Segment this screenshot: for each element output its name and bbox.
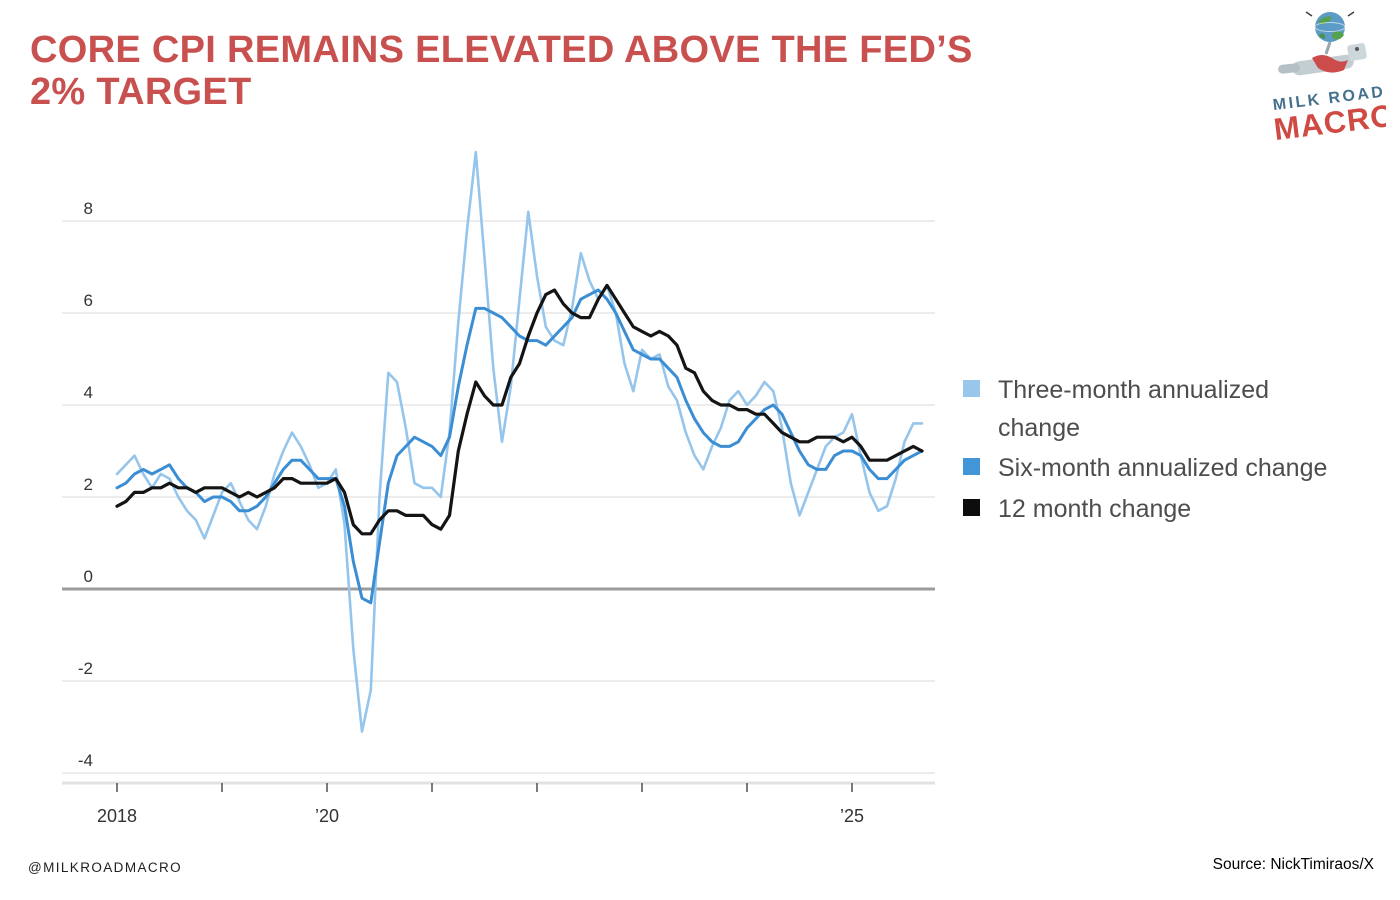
social-handle: @MILKROADMACRO	[28, 860, 183, 875]
chart-legend: Three-month annualized change Six-month …	[960, 372, 1360, 531]
legend-item-three-month: Three-month annualized change	[960, 372, 1360, 447]
legend-label: 12 month change	[998, 494, 1192, 523]
svg-text:8: 8	[84, 199, 93, 218]
page-title-line-2: 2% TARGET	[30, 70, 252, 113]
svg-text:4: 4	[84, 383, 93, 402]
svg-text:’25: ’25	[840, 806, 864, 826]
twelve-month-swatch-icon	[963, 498, 980, 516]
page-title: CORE CPI REMAINS ELEVATED ABOVE THE FED’…	[30, 29, 1010, 114]
legend-label: Six-month annualized change	[998, 454, 1328, 482]
three-month-swatch-icon	[963, 380, 980, 397]
legend-label: Three-month annualized change	[998, 376, 1269, 442]
svg-text:6: 6	[84, 291, 93, 310]
page-title-line-1: CORE CPI REMAINS ELEVATED ABOVE THE FED’…	[30, 29, 973, 71]
legend-item-twelve-month: 12 month change	[960, 491, 1360, 529]
source-attribution: Source: NickTimiraos/X	[1212, 856, 1374, 873]
svg-text:0: 0	[84, 567, 93, 586]
svg-text:-4: -4	[78, 751, 93, 770]
svg-text:2: 2	[84, 475, 93, 494]
legend-item-six-month: Six-month annualized change	[960, 450, 1360, 488]
svg-text:’20: ’20	[315, 806, 339, 826]
svg-text:-2: -2	[78, 659, 93, 678]
milk-road-macro-logo: MILK ROAD MACRO	[1272, 11, 1386, 144]
svg-text:2018: 2018	[97, 806, 137, 826]
robot-illustration	[1278, 41, 1367, 76]
globe-icon	[1305, 11, 1355, 42]
six-month-swatch-icon	[963, 458, 980, 475]
